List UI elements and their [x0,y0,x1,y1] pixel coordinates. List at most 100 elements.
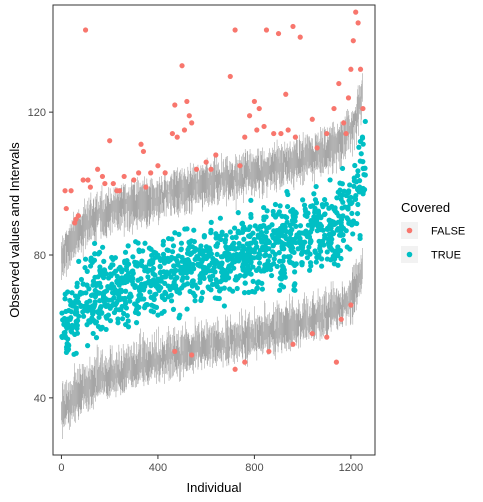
point-false [251,98,258,105]
point-true [160,251,167,257]
point-true [227,268,234,274]
point-true [214,243,220,249]
point-true [133,320,140,326]
point-true [176,315,182,321]
axes: 0 400 800 1200 40 80 120 [28,107,363,474]
point-true [340,225,347,231]
point-true [103,326,109,333]
point-true [130,275,136,282]
point-true [86,304,92,310]
point-true [212,295,218,301]
point-true [156,287,162,293]
point-true [291,282,297,289]
point-true [179,254,185,260]
point-false [266,348,272,355]
point-true [308,217,314,224]
point-true [145,274,151,280]
x-tick-label: 800 [245,462,263,474]
point-true [362,165,368,171]
point-true [279,263,285,269]
point-false [208,166,214,172]
point-false [336,80,342,87]
point-true [257,252,263,258]
point-true [242,272,248,278]
point-true [96,314,102,320]
point-false [333,359,340,365]
y-tick-label: 40 [34,393,46,405]
legend-label-true: TRUE [431,250,461,262]
point-true [210,273,216,279]
point-true [361,171,367,178]
point-false [278,130,284,137]
point-true [353,193,359,199]
point-true [116,293,122,300]
point-true [189,250,195,256]
point-true [90,305,96,312]
point-true [65,347,71,353]
data-points [59,9,368,372]
point-true [200,273,206,280]
point-true [135,277,141,283]
point-true [131,301,138,307]
point-true [264,208,270,214]
point-true [236,240,242,247]
point-false [309,116,315,122]
point-true [358,151,364,157]
x-tick-label: 400 [149,462,167,474]
point-true [233,234,239,241]
point-true [190,278,196,284]
point-true [90,330,96,337]
point-false [360,105,366,112]
point-true [289,227,295,233]
point-true [292,214,298,220]
point-true [117,279,123,285]
point-true [153,304,160,310]
point-true [150,260,156,266]
point-true [247,246,254,252]
point-true [270,208,276,215]
point-true [123,305,130,311]
point-true [307,260,314,266]
point-true [146,278,152,284]
point-true [178,246,184,252]
point-false [80,177,86,183]
point-true [268,266,274,273]
point-true [322,211,328,217]
point-true [219,229,225,235]
point-true [150,309,157,315]
legend-marker-true [406,251,413,258]
point-true [320,227,326,233]
point-false [136,170,142,176]
point-true [261,214,267,220]
point-true [122,300,129,307]
point-true [313,183,319,190]
point-true [161,308,167,315]
point-true [160,238,167,244]
point-false [172,102,178,108]
point-true [103,296,109,302]
point-true [65,289,71,295]
point-true [268,272,275,279]
point-true [264,260,271,266]
point-true [192,282,198,288]
point-true [287,254,293,260]
point-true [179,277,185,283]
point-false [256,105,262,112]
point-true [281,241,288,247]
point-true [306,244,312,250]
point-true [168,298,175,304]
point-true [78,276,85,283]
point-false [107,138,113,144]
point-true [115,320,121,326]
point-true [275,211,281,217]
point-true [362,118,368,125]
point-true [337,191,343,198]
point-true [157,263,163,269]
point-true [248,211,254,218]
point-true [78,303,84,310]
point-false [324,334,330,340]
legend: Covered FALSE TRUE [401,200,465,263]
point-true [123,288,129,294]
point-true [221,267,228,274]
